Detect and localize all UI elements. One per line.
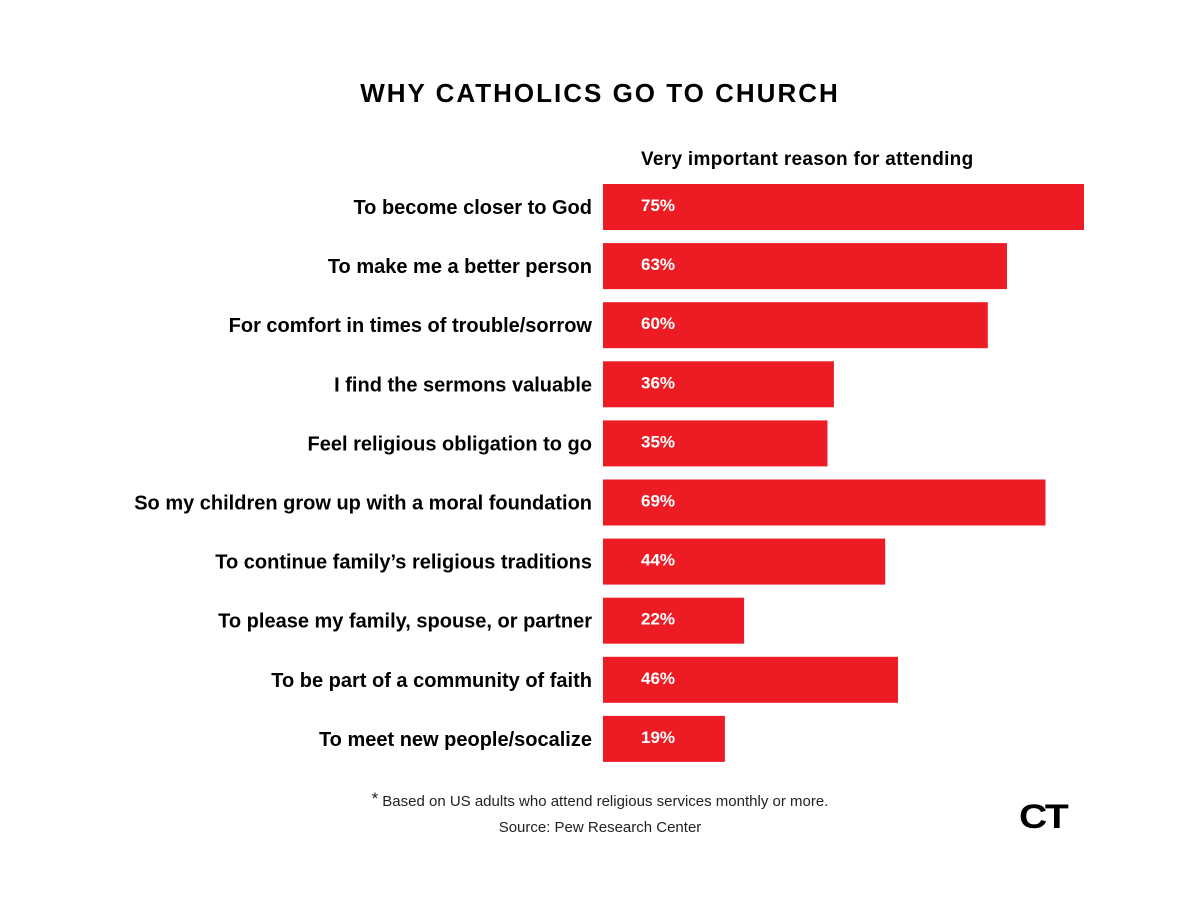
value-label-5: 35% — [641, 432, 675, 451]
bar-9 — [603, 656, 898, 703]
category-label-2: To make me a better person — [328, 256, 592, 278]
value-label-1: 75% — [641, 196, 675, 215]
category-label-1: To become closer to God — [353, 197, 592, 219]
value-label-3: 60% — [641, 314, 675, 333]
category-label-5: Feel religious obligation to go — [308, 433, 592, 455]
ct-logo: CT — [1019, 798, 1069, 836]
category-label-3: For comfort in times of trouble/sorrow — [229, 315, 593, 337]
bar-1 — [603, 184, 1084, 230]
source-note: Source: Pew Research Center — [498, 819, 702, 836]
bar-10 — [603, 715, 725, 762]
footnote: * Based on US adults who attend religious… — [0, 789, 1200, 810]
category-label-10: To meet new people/socalize — [319, 729, 592, 751]
value-label-7: 44% — [641, 551, 675, 570]
bar-6 — [603, 479, 1046, 526]
category-label-8: To please my family, spouse, or partner — [218, 611, 592, 633]
category-label-6: So my children grow up with a moral foun… — [134, 493, 592, 515]
bar-8 — [603, 597, 745, 644]
chart-title: WHY CATHOLICS GO TO CHURCH — [360, 78, 840, 108]
category-label-9: To be part of a community of faith — [271, 670, 592, 692]
value-label-4: 36% — [641, 373, 675, 392]
bar-3 — [603, 302, 988, 349]
bar-2 — [603, 243, 1007, 290]
footnote-asterisk: * — [371, 789, 379, 808]
value-label-10: 19% — [641, 728, 675, 747]
bar-7 — [603, 538, 886, 585]
value-label-9: 46% — [641, 669, 675, 688]
category-label-4: I find the sermons valuable — [334, 374, 592, 396]
value-label-8: 22% — [641, 610, 675, 629]
value-label-6: 69% — [641, 492, 675, 511]
footnote-text: Based on US adults who attend religious … — [382, 793, 829, 810]
bar-5 — [603, 420, 828, 467]
bar-4 — [603, 361, 834, 408]
chart-subtitle: Very important reason for attending — [641, 149, 974, 170]
value-label-2: 63% — [641, 255, 675, 274]
category-label-7: To continue family’s religious tradition… — [215, 552, 592, 574]
